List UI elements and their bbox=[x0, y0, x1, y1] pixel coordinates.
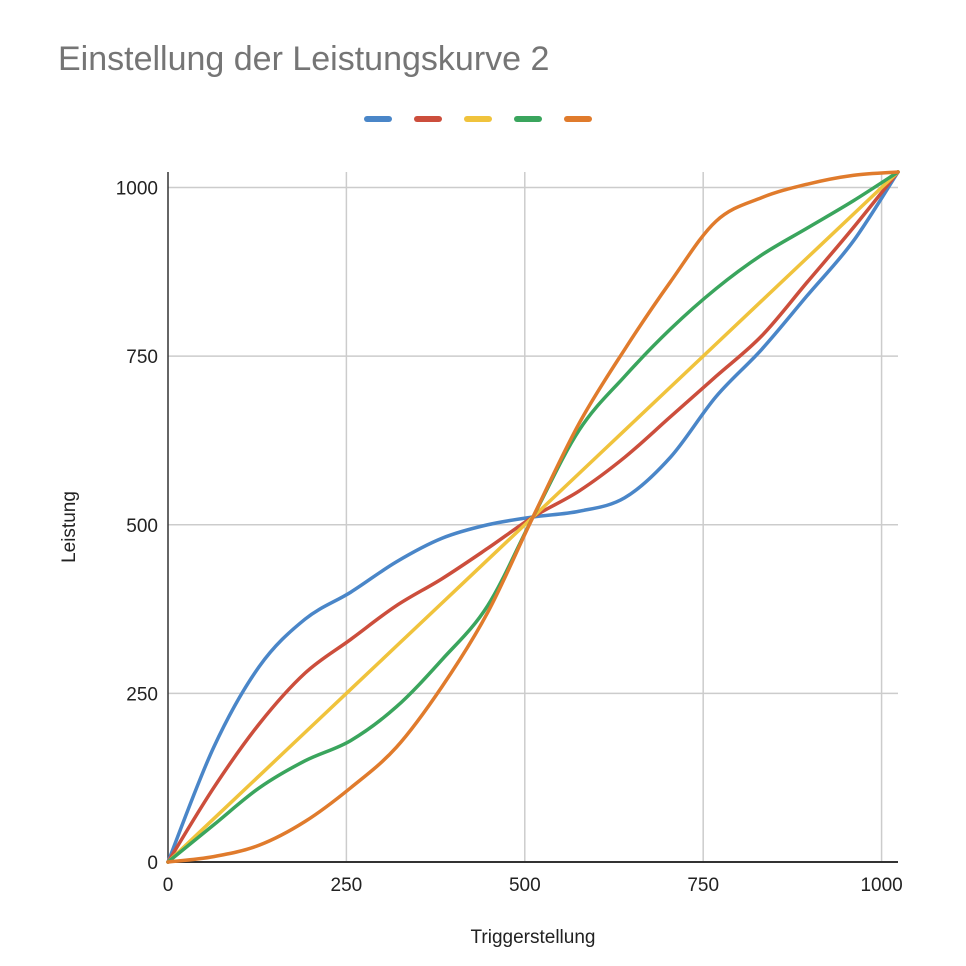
series-line-5 bbox=[166, 170, 900, 864]
y-axis-title: Leistung bbox=[59, 491, 80, 563]
y-tick-label: 250 bbox=[126, 684, 158, 705]
x-tick-label: 500 bbox=[509, 875, 541, 896]
series-lines bbox=[166, 170, 900, 864]
y-tick-label: 500 bbox=[126, 516, 158, 537]
gridlines bbox=[168, 172, 898, 862]
y-tick-label: 750 bbox=[126, 347, 158, 368]
y-tick-label: 1000 bbox=[116, 179, 158, 200]
axes bbox=[167, 172, 898, 863]
x-axis-title: Triggerstellung bbox=[471, 927, 596, 948]
x-tick-label: 250 bbox=[331, 875, 363, 896]
y-tick-label: 0 bbox=[147, 853, 158, 874]
x-tick-label: 0 bbox=[163, 875, 174, 896]
chart-title: Einstellung der Leistungskurve 2 bbox=[58, 40, 549, 78]
x-tick-label: 1000 bbox=[860, 875, 902, 896]
x-tick-label: 750 bbox=[687, 875, 719, 896]
tick-labels: 0 250 500 750 1000 0 250 500 750 1000 bbox=[116, 179, 903, 896]
